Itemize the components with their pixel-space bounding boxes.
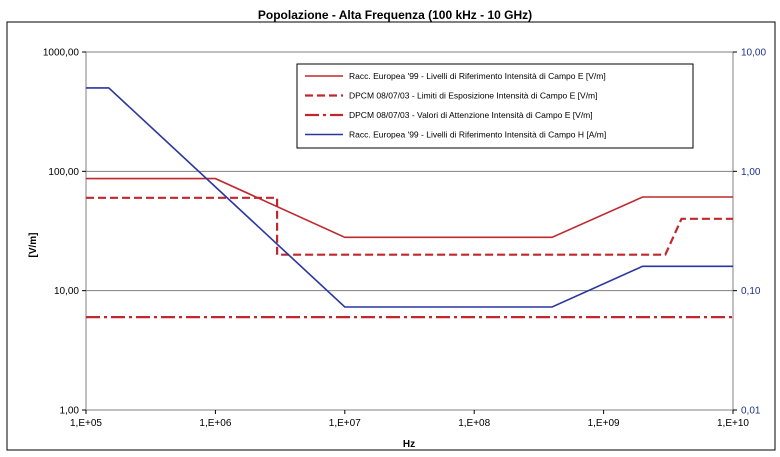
x-tick-label: 1,E+07 bbox=[329, 418, 361, 429]
x-tick-label: 1,E+06 bbox=[199, 418, 231, 429]
x-tick-label: 1,E+09 bbox=[588, 418, 620, 429]
series-line-1 bbox=[86, 177, 733, 239]
x-tick-label: 1,E+05 bbox=[70, 418, 102, 429]
y2-tick-label: 0,01 bbox=[741, 406, 761, 417]
x-tick-label: 1,E+10 bbox=[717, 418, 749, 429]
legend-label-4: Racc. Europea '99 - Livelli di Riferimen… bbox=[349, 130, 606, 140]
legend-label-2: DPCM 08/07/03 - Limiti di Esposizione In… bbox=[349, 91, 598, 101]
chart-title: Popolazione - Alta Frequenza (100 kHz - … bbox=[258, 8, 532, 22]
legend: Racc. Europea '99 - Livelli di Riferimen… bbox=[296, 63, 694, 149]
series-line-2 bbox=[86, 196, 733, 256]
x-tick-label: 1,E+08 bbox=[458, 418, 490, 429]
y-tick-label: 100,00 bbox=[48, 167, 79, 178]
legend-box bbox=[296, 63, 694, 149]
x-axis-label: Hz bbox=[403, 439, 415, 450]
y-axis-label: [V/m] bbox=[28, 233, 39, 258]
y2-tick-label: 0,10 bbox=[741, 286, 761, 297]
axes: 1,00 10,00 100,00 1000,00 0,01 0,10 1,00 10,00 1… bbox=[43, 48, 767, 430]
legend-label-1: Racc. Europea '99 - Livelli di Riferimen… bbox=[349, 71, 606, 81]
y-tick-label: 10,00 bbox=[54, 286, 79, 297]
legend-label-3: DPCM 08/07/03 - Valori di Attenzione Int… bbox=[349, 110, 593, 120]
grid bbox=[86, 170, 733, 292]
series-layer bbox=[86, 87, 733, 319]
series-line-4 bbox=[86, 87, 733, 308]
y-tick-label: 1000,00 bbox=[43, 48, 80, 59]
y2-tick-label: 10,00 bbox=[741, 48, 766, 59]
y-tick-label: 1,00 bbox=[60, 406, 80, 417]
y2-tick-label: 1,00 bbox=[741, 167, 761, 178]
